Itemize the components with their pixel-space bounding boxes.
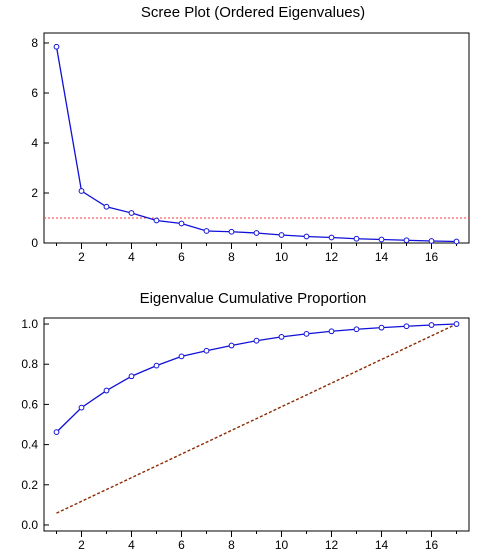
data-point (203, 347, 210, 354)
data-point (203, 228, 210, 234)
reference-layer (56, 323, 457, 514)
x-tick-label: 8 (228, 250, 235, 264)
data-point (328, 328, 335, 335)
data-point (453, 321, 460, 327)
x-tick-label: 4 (128, 538, 135, 550)
data-point (328, 234, 335, 241)
reference-diagonal (56, 323, 457, 514)
y-tick-label: 2 (31, 186, 38, 200)
y-tick-label: 0.8 (21, 357, 38, 371)
y-tick-label: 4 (31, 136, 38, 150)
tick-layer: 2 4 6 8 10 12 14 16 0.0 0.2 0.4 0.6 0.8 1.0 (21, 317, 457, 550)
x-tick-label: 6 (178, 250, 185, 264)
chart-title: Eigenvalue Cumulative Proportion (140, 290, 367, 307)
y-tick-label: 0.6 (21, 397, 38, 411)
data-point (303, 233, 310, 240)
x-tick-label: 12 (325, 250, 339, 264)
data-point (78, 404, 85, 411)
x-tick-label: 2 (78, 250, 85, 264)
data-point (353, 326, 360, 333)
data-point (253, 230, 260, 236)
x-tick-label: 8 (228, 538, 235, 550)
x-tick-label: 10 (275, 538, 289, 550)
data-point (453, 238, 460, 245)
data-point (53, 429, 60, 436)
data-point (378, 236, 385, 243)
data-point (228, 228, 235, 235)
data-point (228, 342, 235, 349)
plot-frame (43, 32, 470, 244)
data-point (128, 210, 135, 216)
data-point (303, 330, 310, 337)
data-point (103, 387, 110, 394)
data-point (153, 217, 160, 224)
x-tick-label: 16 (425, 538, 439, 550)
data-point (128, 373, 135, 380)
series-layer (53, 43, 460, 245)
y-tick-label: 0 (31, 236, 38, 250)
data-point (153, 362, 160, 369)
y-tick-label: 1.0 (21, 317, 38, 331)
plot-frame (43, 317, 470, 532)
x-tick-label: 6 (178, 538, 185, 550)
data-point (178, 353, 185, 360)
data-point (353, 235, 360, 242)
scree-plot: Scree Plot (Ordered Eigenvalues) 2 4 6 8 10 1… (31, 4, 470, 264)
x-tick-label: 16 (425, 250, 439, 264)
y-tick-label: 6 (31, 86, 38, 100)
x-tick-label: 12 (325, 538, 339, 550)
x-tick-label: 14 (375, 250, 389, 264)
x-tick-label: 14 (375, 538, 389, 550)
data-point (178, 220, 185, 227)
y-tick-label: 0.0 (21, 518, 38, 532)
tick-layer: 2 4 6 8 10 12 14 16 0 2 4 6 8 (31, 36, 457, 264)
data-point (103, 203, 110, 210)
series-line (55, 46, 457, 243)
data-point (428, 322, 435, 328)
data-point (403, 323, 410, 330)
x-tick-label: 2 (78, 538, 85, 550)
data-point (428, 238, 435, 244)
y-tick-label: 0.4 (21, 438, 38, 452)
data-point (253, 337, 260, 344)
y-tick-label: 0.2 (21, 478, 38, 492)
data-point (278, 333, 285, 340)
series-layer (53, 321, 460, 436)
chart-title: Scree Plot (Ordered Eigenvalues) (141, 4, 365, 21)
data-point (78, 188, 85, 194)
data-point (278, 232, 285, 238)
data-point (53, 43, 60, 50)
y-tick-label: 8 (31, 36, 38, 50)
cumulative-proportion-plot: Eigenvalue Cumulative Proportion 2 4 6 8 10 1… (21, 290, 470, 550)
data-point (403, 237, 410, 244)
x-tick-label: 4 (128, 250, 135, 264)
x-tick-label: 10 (275, 250, 289, 264)
data-point (378, 324, 385, 331)
